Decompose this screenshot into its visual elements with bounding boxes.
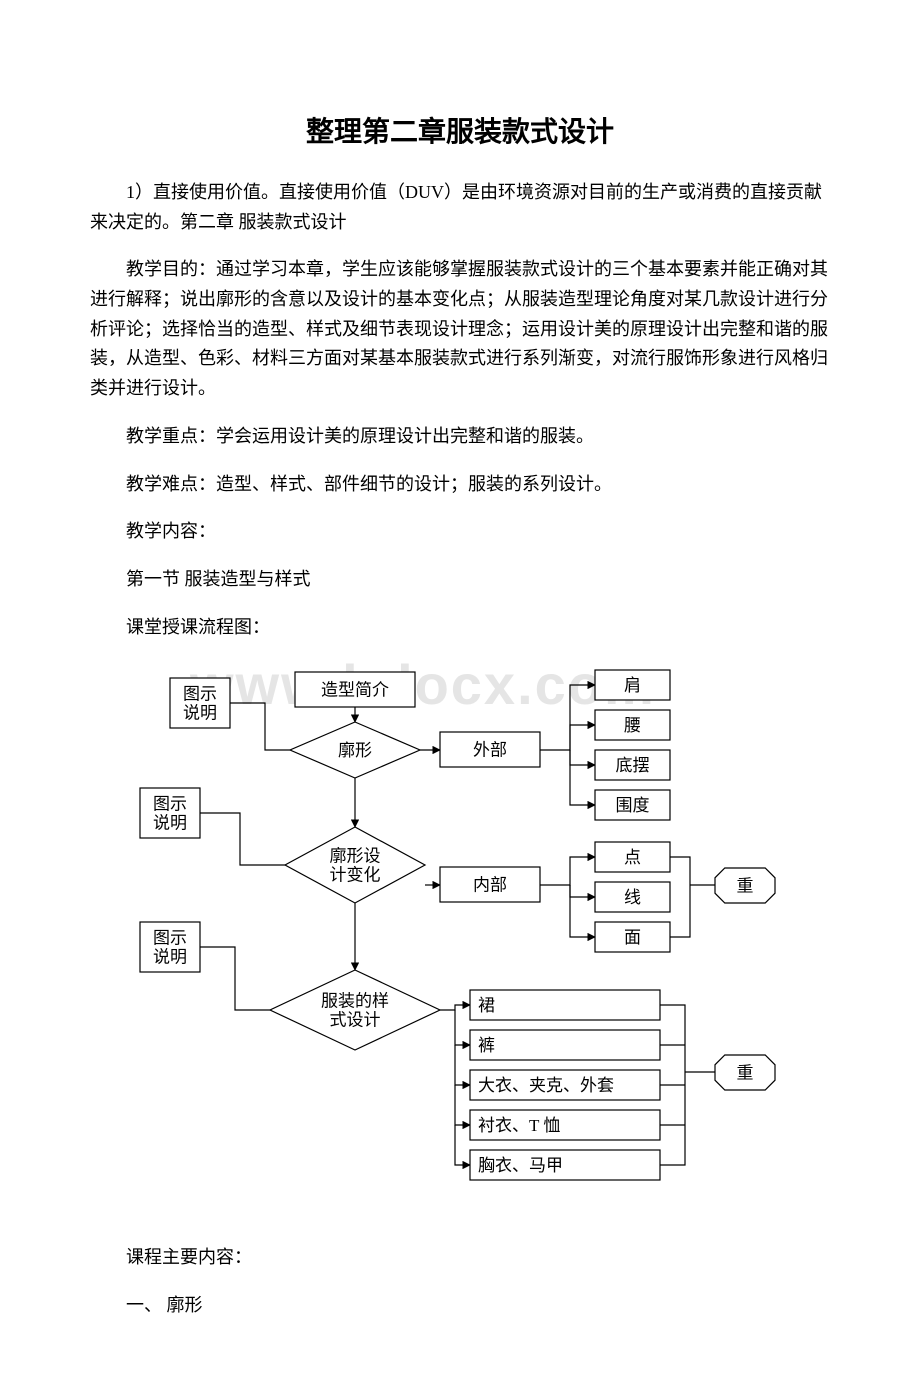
flowchart-label-octa1: 重 bbox=[737, 877, 754, 896]
flowchart-label-shirt: 衬衣、T 恤 bbox=[478, 1116, 560, 1135]
paragraph-1: 1）直接使用价值。直接使用价值（DUV）是由环境资源对目前的生产或消费的直接贡献… bbox=[90, 178, 830, 237]
flowchart-label-legend1: 图示说明 bbox=[183, 685, 217, 723]
flowchart-label-pants: 裤 bbox=[478, 1036, 495, 1055]
flowchart-label-coat: 大衣、夹克、外套 bbox=[478, 1076, 614, 1095]
paragraph-section-1: 第一节 服装造型与样式 bbox=[90, 565, 830, 595]
flowchart-label-waist: 腰 bbox=[624, 716, 641, 735]
flowchart-label-d3: 服装的样式设计 bbox=[321, 992, 389, 1030]
paragraph-flowchart-label: 课堂授课流程图： bbox=[90, 613, 830, 643]
flowchart-label-octa2: 重 bbox=[737, 1064, 754, 1083]
flowchart-label-legend2: 图示说明 bbox=[153, 795, 187, 833]
paragraph-focus: 教学重点：学会运用设计美的原理设计出完整和谐的服装。 bbox=[90, 422, 830, 452]
flowchart-label-hem: 底摆 bbox=[616, 756, 650, 775]
flowchart-label-point: 点 bbox=[624, 848, 641, 867]
flowchart-label-d2: 廓形设计变化 bbox=[330, 847, 381, 885]
page-title: 整理第二章服装款式设计 bbox=[90, 110, 830, 150]
flowchart-label-bra: 胸衣、马甲 bbox=[478, 1156, 563, 1175]
paragraph-main-content-label: 课程主要内容： bbox=[90, 1243, 830, 1273]
paragraph-objective: 教学目的：通过学习本章，学生应该能够掌握服装款式设计的三个基本要素并能正确对其进… bbox=[90, 255, 830, 403]
flowchart-node-pants bbox=[470, 1030, 660, 1060]
flowchart-label-legend3: 图示说明 bbox=[153, 929, 187, 967]
paragraph-content-label: 教学内容： bbox=[90, 517, 830, 547]
paragraph-difficulty: 教学难点：造型、样式、部件细节的设计；服装的系列设计。 bbox=[90, 470, 830, 500]
flowchart-label-shoulder: 肩 bbox=[624, 676, 641, 695]
flowchart-label-line: 线 bbox=[624, 888, 641, 907]
paragraph-section-item-1: 一、 廓形 bbox=[90, 1291, 830, 1321]
flowchart-label-inner: 内部 bbox=[473, 876, 507, 895]
flowchart-label-circ: 围度 bbox=[616, 796, 650, 815]
flowchart-label-skirt: 裙 bbox=[478, 996, 495, 1015]
flowchart-diagram: 造型简介图示说明图示说明图示说明廓形廓形设计变化服装的样式设计外部内部肩腰底摆围… bbox=[130, 660, 830, 1220]
flowchart-node-skirt bbox=[470, 990, 660, 1020]
flowchart-label-intro: 造型简介 bbox=[321, 681, 389, 700]
flowchart-label-d1: 廓形 bbox=[338, 741, 372, 760]
flowchart-label-outer: 外部 bbox=[473, 741, 507, 760]
flowchart-label-face: 面 bbox=[624, 928, 641, 947]
